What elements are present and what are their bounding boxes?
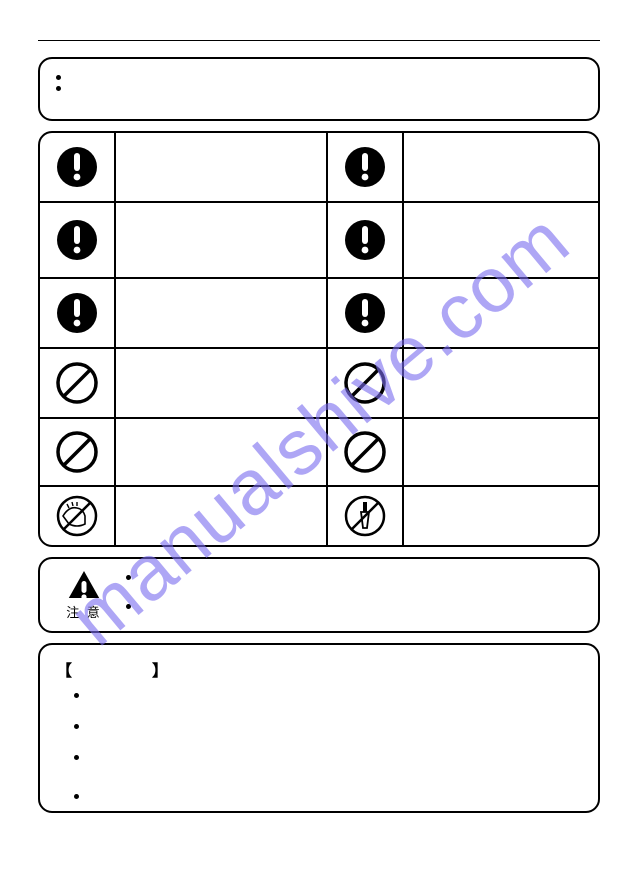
notes-bullet xyxy=(74,687,582,698)
mandatory-exclaim-icon xyxy=(328,279,404,347)
notes-title: 【 】 xyxy=(56,657,582,681)
symbol-desc xyxy=(116,349,328,417)
symbol-desc xyxy=(116,419,328,485)
warning-triangle-icon xyxy=(64,569,104,598)
notes-bullet xyxy=(74,718,582,729)
notes-bullet xyxy=(74,749,582,760)
caution-box: 注 意 xyxy=(38,557,600,633)
symbol-table xyxy=(38,131,600,547)
bullet-icon xyxy=(126,604,131,609)
symbol-desc xyxy=(404,487,598,545)
prohibit-icon xyxy=(328,349,404,417)
mandatory-exclaim-icon xyxy=(40,133,116,201)
table-row xyxy=(40,349,598,419)
caution-symbol: 注 意 xyxy=(54,569,114,621)
caution-content xyxy=(114,569,584,621)
symbol-desc xyxy=(116,487,328,545)
bullet-icon xyxy=(126,575,131,580)
table-row xyxy=(40,133,598,203)
intro-bullet xyxy=(56,69,582,80)
table-row xyxy=(40,203,598,279)
caution-bullet xyxy=(126,598,584,609)
notes-bullet xyxy=(74,788,582,799)
caution-bullet xyxy=(126,569,584,580)
no-wet-hand-icon xyxy=(40,487,116,545)
symbol-desc xyxy=(404,133,598,201)
intro-bullet xyxy=(56,80,582,91)
caution-label: 注 意 xyxy=(66,602,102,621)
bracket-left: 【 xyxy=(56,657,72,681)
bullet-icon xyxy=(74,794,79,799)
bullet-icon xyxy=(74,693,79,698)
prohibit-icon xyxy=(40,419,116,485)
mandatory-exclaim-icon xyxy=(40,279,116,347)
symbol-desc xyxy=(116,203,328,277)
symbol-desc xyxy=(404,349,598,417)
bullet-icon xyxy=(74,755,79,760)
mandatory-exclaim-icon xyxy=(328,203,404,277)
bracket-right: 】 xyxy=(152,657,168,681)
intro-box xyxy=(38,57,600,121)
notes-box: 【 】 xyxy=(38,643,600,813)
top-divider xyxy=(38,40,600,41)
symbol-desc xyxy=(116,279,328,347)
table-row xyxy=(40,279,598,349)
symbol-desc xyxy=(404,279,598,347)
table-row xyxy=(40,419,598,487)
symbol-desc xyxy=(404,203,598,277)
no-disassemble-icon xyxy=(328,487,404,545)
prohibit-icon xyxy=(40,349,116,417)
mandatory-exclaim-icon xyxy=(40,203,116,277)
bullet-icon xyxy=(56,86,61,91)
symbol-desc xyxy=(404,419,598,485)
bullet-icon xyxy=(74,724,79,729)
mandatory-exclaim-icon xyxy=(328,133,404,201)
table-row xyxy=(40,487,598,545)
symbol-desc xyxy=(116,133,328,201)
prohibit-icon xyxy=(328,419,404,485)
bullet-icon xyxy=(56,75,61,80)
page: 注 意 【 】 xyxy=(0,0,638,853)
